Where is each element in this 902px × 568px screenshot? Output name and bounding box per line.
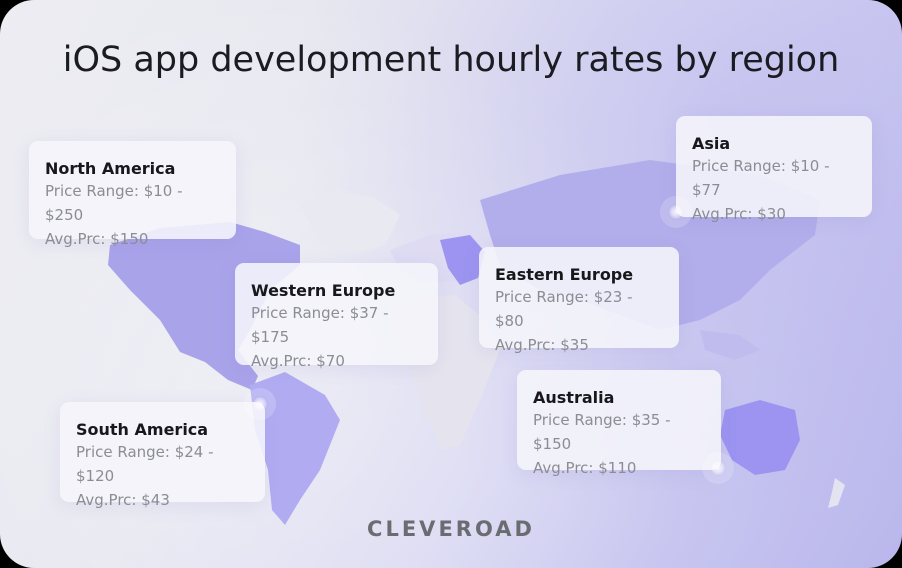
- eastern-europe-highlight: [440, 235, 485, 285]
- greenland-shape: [300, 190, 400, 255]
- average-price: Avg.Prc: $150: [45, 230, 149, 248]
- southeast-asia-shape: [700, 330, 760, 360]
- south-america-shape: [250, 372, 340, 525]
- price-range: Price Range: $35 - $150: [533, 411, 671, 453]
- region-card-north-america: North America Price Range: $10 - $250 Av…: [29, 141, 236, 248]
- region-card-western-europe: Western Europe Price Range: $37 - $175 A…: [235, 263, 438, 370]
- average-price: Avg.Prc: $30: [692, 205, 786, 223]
- price-range: Price Range: $24 - $120: [76, 443, 214, 485]
- average-price: Avg.Prc: $110: [533, 459, 637, 477]
- average-price: Avg.Prc: $35: [495, 336, 589, 354]
- region-name: Eastern Europe: [495, 265, 634, 284]
- new-zealand-shape: [828, 478, 845, 508]
- region-card-australia: Australia Price Range: $35 - $150 Avg.Pr…: [517, 370, 721, 477]
- asia-location-pin: [668, 204, 684, 220]
- south-america-location-pin: [252, 396, 268, 412]
- region-card-south-america: South America Price Range: $24 - $120 Av…: [60, 402, 265, 509]
- price-range: Price Range: $10 - $77: [692, 157, 830, 199]
- region-name: Western Europe: [251, 281, 396, 300]
- price-range: Price Range: $10 - $250: [45, 182, 183, 224]
- page-title: iOS app development hourly rates by regi…: [62, 40, 840, 80]
- australia-location-pin: [710, 460, 726, 476]
- region-name: North America: [45, 159, 176, 178]
- average-price: Avg.Prc: $43: [76, 491, 170, 509]
- average-price: Avg.Prc: $70: [251, 352, 345, 370]
- region-card-eastern-europe: Eastern Europe Price Range: $23 - $80 Av…: [479, 247, 679, 354]
- region-card-asia: Asia Price Range: $10 - $77 Avg.Prc: $30: [676, 116, 872, 223]
- brand-logo: CLEVEROAD: [367, 517, 535, 541]
- region-name: Asia: [692, 134, 731, 153]
- price-range: Price Range: $23 - $80: [495, 288, 633, 330]
- region-name: South America: [76, 420, 209, 439]
- region-name: Australia: [533, 388, 615, 407]
- price-range: Price Range: $37 - $175: [251, 304, 389, 346]
- australia-shape: [720, 400, 800, 475]
